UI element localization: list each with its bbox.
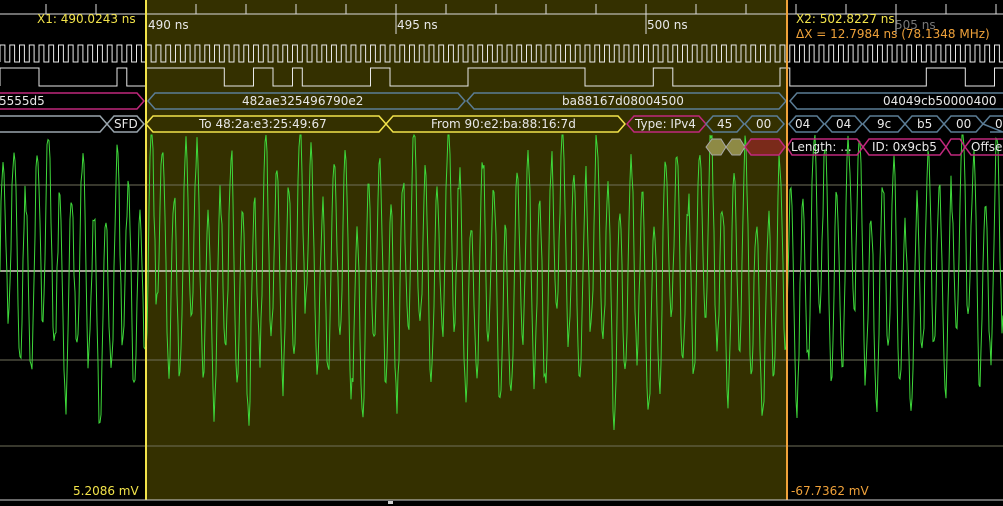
- ip-id-text: ID: 0x9cb5: [872, 140, 937, 154]
- eth-byte-text: 45: [717, 117, 733, 131]
- eth-sfd-segment[interactable]: [106, 115, 145, 133]
- eth-byte-text: 00: [956, 117, 972, 131]
- ip-dscp-marker[interactable]: [744, 138, 786, 156]
- eth-src-segment[interactable]: [385, 115, 626, 133]
- bytes-dst-text: 482ae325496790e2: [242, 94, 364, 108]
- bytes-preamble-text: 5555d5: [0, 94, 45, 108]
- data-digital-trace: [0, 67, 1003, 87]
- bytes-src-text: ba88167d08004500: [562, 94, 684, 108]
- cursor-x2-readout: X2: 502.8227 ns: [796, 12, 895, 26]
- eth-dst-text: To 48:2a:e3:25:49:67: [199, 117, 327, 131]
- cursor-delta-readout: ΔX = 12.7984 ns (78.1348 MHz): [796, 27, 990, 41]
- eth-byte-text: 04: [836, 117, 852, 131]
- eth-byte-text: b5: [917, 117, 933, 131]
- ip-flags-segment[interactable]: [945, 138, 966, 156]
- decode-row-ethernet: [0, 115, 1003, 133]
- tick-label-495: 495 ns: [397, 18, 438, 32]
- cursor-selection-region: [146, 0, 787, 500]
- eth-byte-text: 0: [995, 117, 1003, 131]
- ip-offset-text: Offse: [971, 140, 1003, 154]
- bytes-segment-dst[interactable]: [147, 92, 466, 110]
- tick-label-490: 490 ns: [148, 18, 189, 32]
- eth-byte-segment[interactable]: [788, 115, 825, 133]
- eth-preamble-segment[interactable]: [0, 115, 108, 133]
- bytes-payload-text: 04049cb50000400: [883, 94, 997, 108]
- eth-byte-text: 9c: [877, 117, 892, 131]
- cursor-y2-readout: -67.7362 mV: [791, 484, 869, 498]
- time-ruler-ticks: [45, 4, 997, 34]
- tick-label-505: 505 ns: [895, 18, 936, 32]
- eth-byte-segment[interactable]: [744, 115, 785, 133]
- eth-sfd-text: SFD: [114, 117, 138, 131]
- bytes-segment-payload[interactable]: [789, 92, 1003, 110]
- cursor-y1-readout: 5.2086 mV: [73, 484, 139, 498]
- eth-byte-segment[interactable]: [824, 115, 863, 133]
- decode-row-ip: [705, 138, 1003, 156]
- eth-byte-segment[interactable]: [982, 115, 1003, 133]
- tick-label-500: 500 ns: [647, 18, 688, 32]
- eth-type-text: Type: IPv4: [635, 117, 696, 131]
- bytes-segment-preamble[interactable]: [0, 92, 145, 110]
- eth-byte-text: 04: [795, 117, 811, 131]
- ip-length-text: Length: ...: [791, 140, 852, 154]
- eth-byte-text: 00: [756, 117, 772, 131]
- clock-digital-trace: [0, 44, 1003, 63]
- eth-src-text: From 90:e2:ba:88:16:7d: [431, 117, 576, 131]
- cursor-x1-readout: X1: 490.0243 ns: [37, 12, 136, 26]
- eth-byte-segment[interactable]: [705, 115, 745, 133]
- analog-waveform: [0, 133, 1003, 431]
- scroll-handle[interactable]: [388, 501, 393, 504]
- ip-offset-segment[interactable]: [964, 138, 1003, 156]
